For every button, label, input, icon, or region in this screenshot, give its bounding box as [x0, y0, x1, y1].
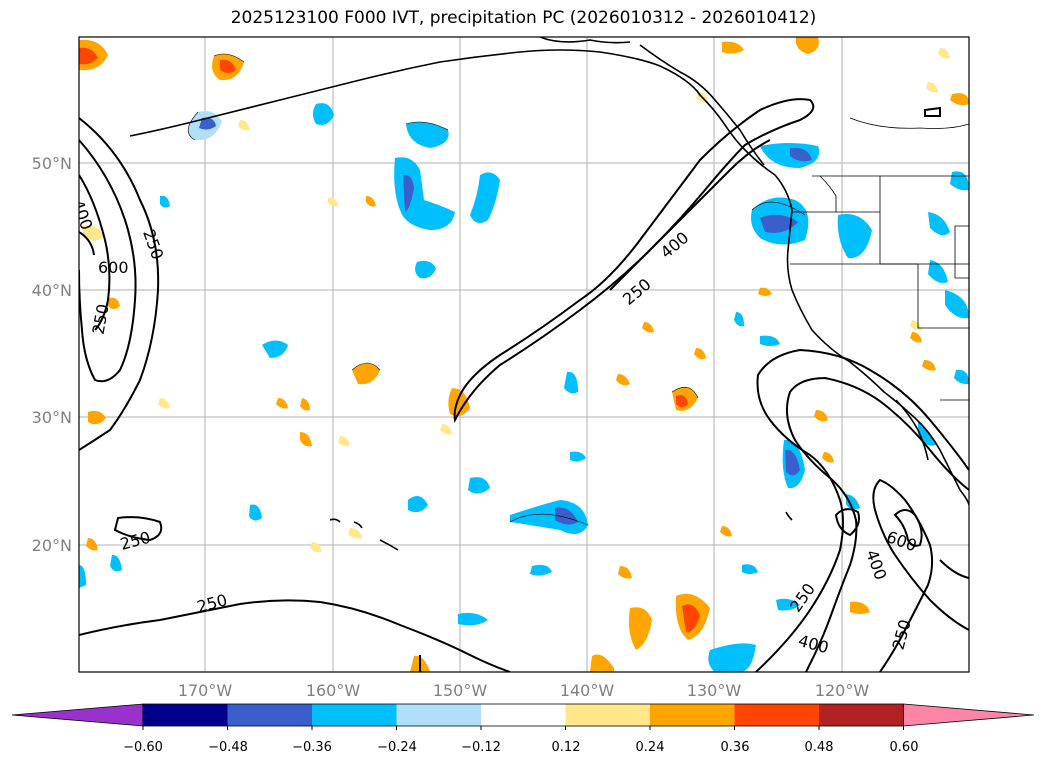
colorbar-tick: −0.36	[292, 740, 332, 755]
lon-label: 160°W	[306, 681, 361, 700]
lat-label: 30°N	[32, 408, 72, 427]
latitude-labels: 50°N 40°N 30°N 20°N	[32, 154, 72, 555]
colorbar	[11, 703, 1035, 730]
colorbar-frame	[142, 703, 904, 727]
colorbar-segment	[565, 704, 650, 726]
lon-label: 150°W	[433, 681, 488, 700]
lon-label: 120°W	[815, 681, 870, 700]
precip-negative-areas	[79, 103, 969, 672]
gridlines	[79, 37, 969, 672]
precip-positive-areas	[79, 37, 969, 672]
colorbar-segment	[650, 704, 735, 726]
contour-label: 600	[98, 258, 129, 277]
colorbar-tick: −0.48	[208, 740, 248, 755]
colorbar-segment	[481, 704, 566, 726]
colorbar-tick: −0.24	[377, 740, 417, 755]
lat-label: 40°N	[32, 281, 72, 300]
colorbar-segment	[734, 704, 819, 726]
ivt-contours	[79, 98, 969, 672]
colorbar-tick-labels: −0.60 −0.48 −0.36 −0.24 −0.12 0.12 0.24 …	[123, 740, 918, 755]
colorbar-tick: 0.48	[805, 740, 834, 755]
state-borders	[790, 117, 969, 401]
colorbar-segment	[143, 704, 228, 726]
longitude-labels: 170°W 160°W 150°W 140°W 130°W 120°W	[178, 681, 870, 700]
map-border	[78, 36, 970, 673]
lon-label: 140°W	[560, 681, 615, 700]
colorbar-tick: 0.36	[721, 740, 750, 755]
colorbar-segment	[819, 704, 904, 726]
map-area	[79, 37, 969, 672]
colorbar-tick: −0.60	[123, 740, 163, 755]
colorbar-extend-left	[11, 703, 144, 727]
colorbar-tick: 0.60	[890, 740, 919, 755]
pc-contour-lines	[187, 53, 806, 526]
lon-label: 170°W	[178, 681, 233, 700]
coastlines	[129, 37, 969, 551]
lat-label: 20°N	[32, 536, 72, 555]
lon-label: 130°W	[687, 681, 742, 700]
map-title: 2025123100 F000 IVT, precipitation PC (2…	[230, 8, 817, 28]
colorbar-extend-right	[903, 703, 1035, 727]
lat-label: 50°N	[32, 154, 72, 173]
colorbar-segment	[312, 704, 397, 726]
colorbar-tick: 0.24	[636, 740, 665, 755]
colorbar-tick: −0.12	[461, 740, 501, 755]
colorbar-segment	[396, 704, 481, 726]
colorbar-tick: 0.12	[552, 740, 581, 755]
colorbar-segment	[227, 704, 312, 726]
